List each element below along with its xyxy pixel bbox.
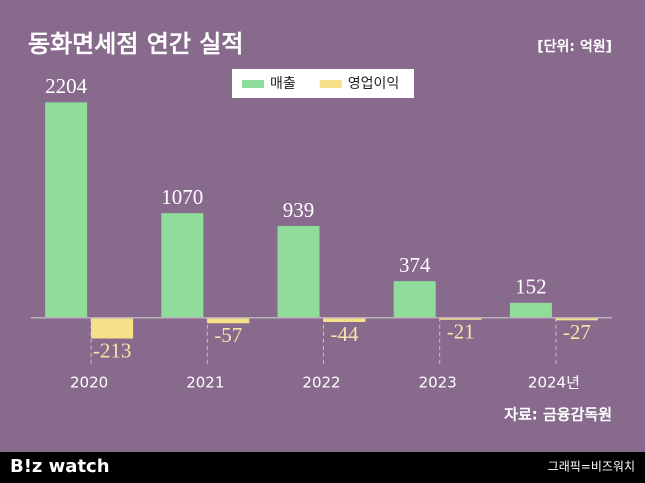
bar bbox=[91, 317, 134, 339]
bar bbox=[509, 302, 552, 318]
bar bbox=[207, 317, 250, 324]
bar bbox=[555, 317, 598, 321]
x-tick-label: 2023 bbox=[419, 374, 457, 392]
bar bbox=[439, 317, 482, 320]
value-label: -44 bbox=[331, 322, 359, 346]
bar bbox=[45, 102, 88, 318]
value-label: 1070 bbox=[161, 185, 203, 209]
bar bbox=[393, 281, 436, 318]
footer-bar bbox=[0, 452, 645, 483]
value-label: 2204 bbox=[45, 74, 88, 98]
bar bbox=[277, 225, 320, 318]
credit: 그래픽=비즈워치 bbox=[548, 460, 635, 474]
legend-swatch bbox=[319, 80, 342, 88]
bar bbox=[323, 317, 366, 322]
value-label: -57 bbox=[214, 323, 242, 347]
x-tick-label: 2024년 bbox=[528, 374, 580, 392]
legend-label: 영업이익 bbox=[348, 76, 400, 92]
value-label: 374 bbox=[399, 253, 431, 277]
source: 자료: 금융감독원 bbox=[504, 406, 612, 424]
unit-label: [단위: 억원] bbox=[537, 38, 612, 55]
x-tick-label: 2021 bbox=[186, 374, 224, 392]
value-label: 152 bbox=[515, 275, 547, 299]
value-label: -213 bbox=[93, 338, 132, 362]
value-label: -27 bbox=[563, 320, 591, 344]
chart-title: 동화면세점 연간 실적 bbox=[28, 30, 243, 58]
value-label: 939 bbox=[283, 198, 315, 222]
legend-label: 매출 bbox=[270, 76, 296, 92]
logo: B!z watch bbox=[10, 456, 110, 477]
legend-swatch bbox=[242, 80, 264, 88]
value-label: -21 bbox=[447, 320, 475, 344]
bar bbox=[161, 213, 204, 318]
x-tick-label: 2020 bbox=[70, 374, 108, 392]
x-tick-label: 2022 bbox=[302, 374, 340, 392]
